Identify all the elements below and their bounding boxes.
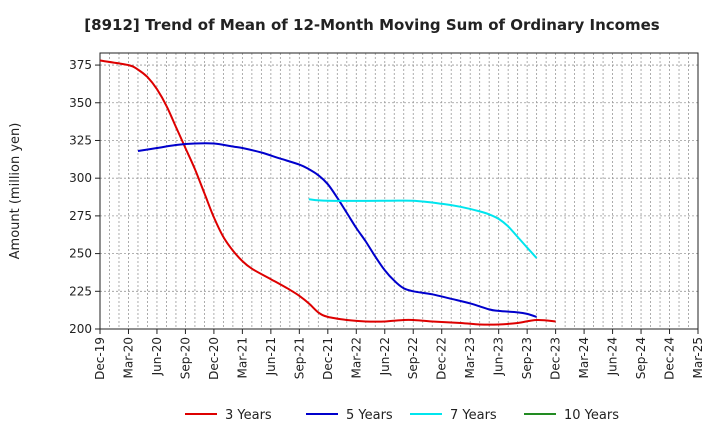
legend-label-3-years: 3 Years	[225, 408, 272, 423]
x-tick-label: Sep-22	[406, 337, 420, 379]
x-tick-label: Dec-21	[321, 337, 335, 380]
x-tick-label: Sep-20	[178, 337, 192, 379]
x-tick-label: Sep-24	[634, 337, 648, 379]
legend-label-5-years: 5 Years	[346, 408, 393, 423]
series-lines	[99, 59, 556, 326]
legend: 3 Years 5 Years 7 Years 10 Years	[185, 408, 619, 423]
x-tick-label: Jun-21	[264, 337, 278, 376]
legend-label-10-years: 10 Years	[564, 408, 619, 423]
y-tick-label: 300	[69, 171, 92, 185]
x-tick-label: Sep-23	[520, 337, 534, 379]
x-tick-label: Dec-24	[663, 337, 677, 380]
y-tick-label: 200	[69, 322, 92, 336]
series-line-7-years	[308, 198, 538, 259]
x-tick-label: Dec-20	[207, 337, 221, 380]
x-tick-label: Mar-20	[121, 337, 135, 378]
x-tick-label: Jun-24	[606, 337, 620, 376]
x-tick-label: Jun-23	[492, 337, 506, 376]
x-tick-label: Dec-19	[93, 337, 107, 380]
x-tick-label: Mar-23	[463, 337, 477, 378]
chart-title: [8912] Trend of Mean of 12-Month Moving …	[84, 16, 659, 34]
legend-label-7-years: 7 Years	[450, 408, 497, 423]
series-line-5-years	[137, 142, 537, 318]
x-tick-label: Sep-21	[292, 337, 306, 379]
y-axis: 200 225 250 275 300 325 350 375	[69, 58, 100, 336]
y-tick-label: 375	[69, 58, 92, 72]
grid-lines	[100, 53, 698, 330]
plot-area-frame	[99, 52, 699, 330]
y-tick-label: 325	[69, 133, 92, 147]
x-tick-label: Jun-22	[378, 337, 392, 376]
y-tick-label: 275	[69, 209, 92, 223]
series-line-3-years	[99, 59, 556, 326]
y-axis-label: Amount (million yen)	[8, 123, 23, 260]
x-tick-label: Mar-22	[349, 337, 363, 378]
x-tick-label: Mar-24	[577, 337, 591, 378]
y-tick-label: 250	[69, 247, 92, 261]
x-tick-label: Mar-25	[691, 337, 705, 378]
x-tick-label: Dec-22	[435, 337, 449, 380]
y-tick-label: 350	[69, 96, 92, 110]
x-tick-label: Mar-21	[235, 337, 249, 378]
x-axis: Dec-19 Mar-20 Jun-20 Sep-20 Dec-20 Mar-21 Jun-…	[93, 329, 705, 380]
x-tick-label: Dec-23	[549, 337, 563, 380]
y-tick-label: 225	[69, 284, 92, 298]
x-tick-label: Jun-20	[150, 337, 164, 376]
